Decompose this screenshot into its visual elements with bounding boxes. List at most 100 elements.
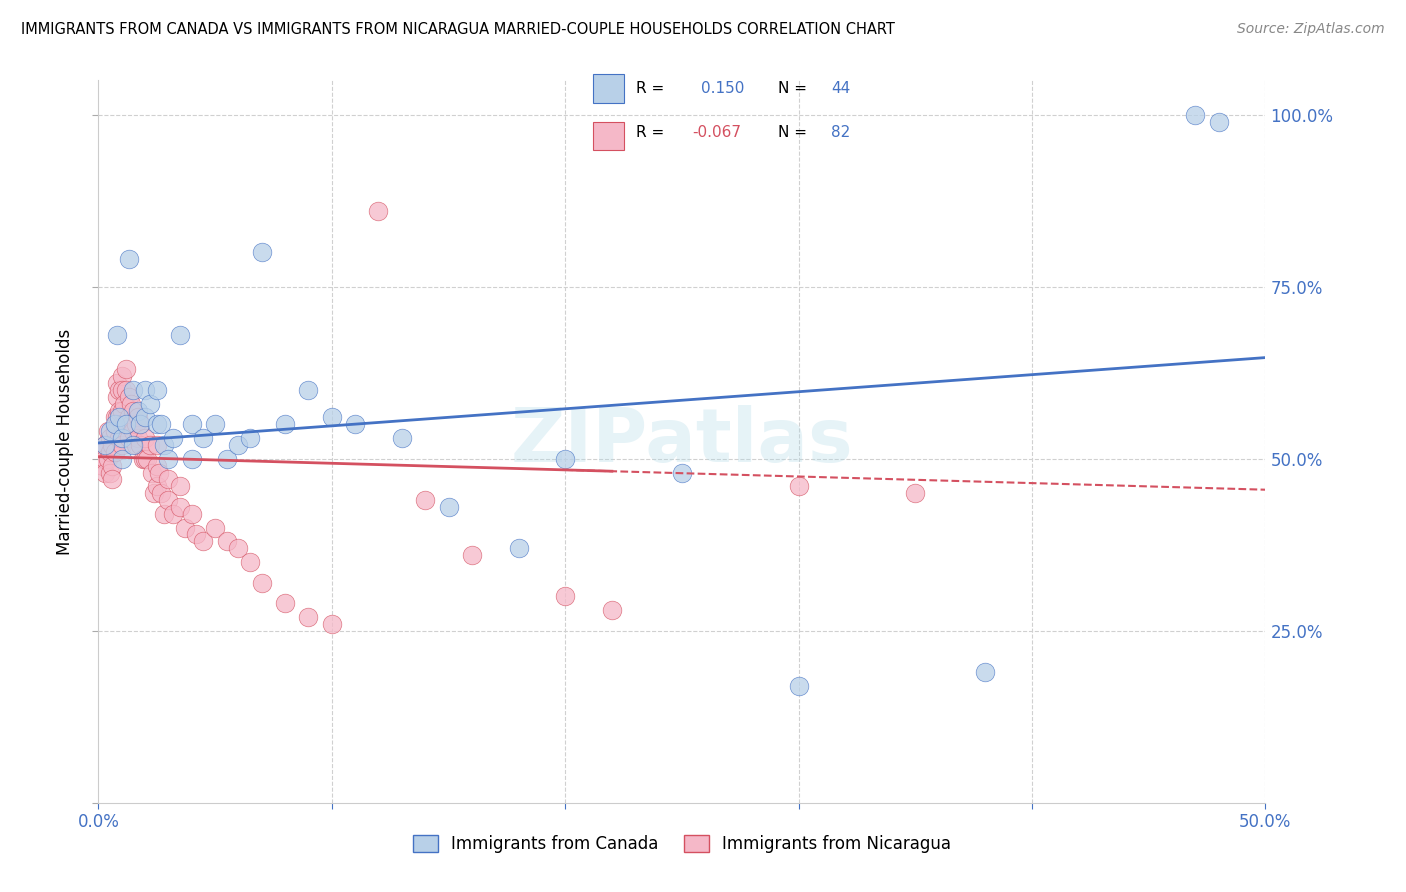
Point <box>105 327 128 342</box>
Point <box>274 417 297 432</box>
Point <box>215 451 238 466</box>
Point <box>115 383 138 397</box>
Point <box>141 466 163 480</box>
Point <box>150 486 173 500</box>
Point <box>146 479 169 493</box>
Point <box>104 445 127 459</box>
Point <box>139 438 162 452</box>
Point <box>127 410 149 425</box>
Point <box>111 417 134 432</box>
Text: 0.150: 0.150 <box>702 81 744 96</box>
Point <box>274 596 297 610</box>
Point <box>115 417 138 432</box>
Point <box>94 438 117 452</box>
Point <box>94 438 117 452</box>
Text: Source: ZipAtlas.com: Source: ZipAtlas.com <box>1237 22 1385 37</box>
Text: -0.067: -0.067 <box>692 126 741 140</box>
Point <box>111 383 134 397</box>
Point <box>120 397 142 411</box>
Legend: Immigrants from Canada, Immigrants from Nicaragua: Immigrants from Canada, Immigrants from … <box>406 828 957 860</box>
Point <box>101 458 124 473</box>
Point <box>250 575 273 590</box>
Point <box>125 438 148 452</box>
Point <box>157 472 180 486</box>
Point <box>90 451 112 466</box>
Point <box>367 204 389 219</box>
Point <box>105 390 128 404</box>
Point <box>297 610 319 624</box>
Point <box>120 417 142 432</box>
Point <box>787 679 810 693</box>
Point <box>152 507 174 521</box>
Point <box>122 383 145 397</box>
Point <box>134 431 156 445</box>
Point <box>134 451 156 466</box>
Point <box>180 507 202 521</box>
Point <box>250 245 273 260</box>
Point <box>125 417 148 432</box>
Point <box>97 451 120 466</box>
Point <box>105 410 128 425</box>
Point <box>98 466 121 480</box>
Point <box>239 431 262 445</box>
Point <box>108 403 131 417</box>
Point <box>904 486 927 500</box>
Point <box>105 376 128 390</box>
Text: R =: R = <box>636 81 664 96</box>
Point <box>173 520 195 534</box>
Point <box>118 390 141 404</box>
Point <box>413 493 436 508</box>
Point <box>118 410 141 425</box>
Point <box>97 424 120 438</box>
Point <box>204 520 226 534</box>
Text: N =: N = <box>779 126 807 140</box>
Point <box>94 466 117 480</box>
Point <box>228 541 250 556</box>
Text: IMMIGRANTS FROM CANADA VS IMMIGRANTS FROM NICARAGUA MARRIED-COUPLE HOUSEHOLDS CO: IMMIGRANTS FROM CANADA VS IMMIGRANTS FRO… <box>21 22 896 37</box>
Point <box>122 424 145 438</box>
Point <box>118 431 141 445</box>
Point <box>122 403 145 417</box>
Point <box>554 590 576 604</box>
Point <box>150 417 173 432</box>
Point <box>671 466 693 480</box>
Point <box>146 383 169 397</box>
Point <box>111 369 134 384</box>
Text: ZIPatlas: ZIPatlas <box>510 405 853 478</box>
Point <box>321 616 343 631</box>
Point <box>146 458 169 473</box>
Point <box>108 431 131 445</box>
Point <box>162 431 184 445</box>
Point <box>297 383 319 397</box>
Point <box>98 424 121 438</box>
Point <box>193 534 215 549</box>
Point <box>461 548 484 562</box>
Point <box>111 431 134 445</box>
Point <box>554 451 576 466</box>
Point <box>215 534 238 549</box>
Point <box>91 445 114 459</box>
Point <box>98 445 121 459</box>
Point <box>104 424 127 438</box>
Point <box>108 410 131 425</box>
Point <box>169 479 191 493</box>
Point <box>115 362 138 376</box>
Point <box>104 417 127 432</box>
Point <box>787 479 810 493</box>
Text: 82: 82 <box>831 126 851 140</box>
Point <box>437 500 460 514</box>
Text: 44: 44 <box>831 81 851 96</box>
Point <box>122 438 145 452</box>
Point <box>134 383 156 397</box>
FancyBboxPatch shape <box>593 74 624 103</box>
Point <box>1184 108 1206 122</box>
Point <box>162 507 184 521</box>
Point <box>344 417 367 432</box>
Point <box>169 500 191 514</box>
Point <box>111 438 134 452</box>
Point <box>148 466 170 480</box>
Point <box>129 438 152 452</box>
Point <box>974 665 997 679</box>
Point <box>321 410 343 425</box>
Point <box>111 451 134 466</box>
